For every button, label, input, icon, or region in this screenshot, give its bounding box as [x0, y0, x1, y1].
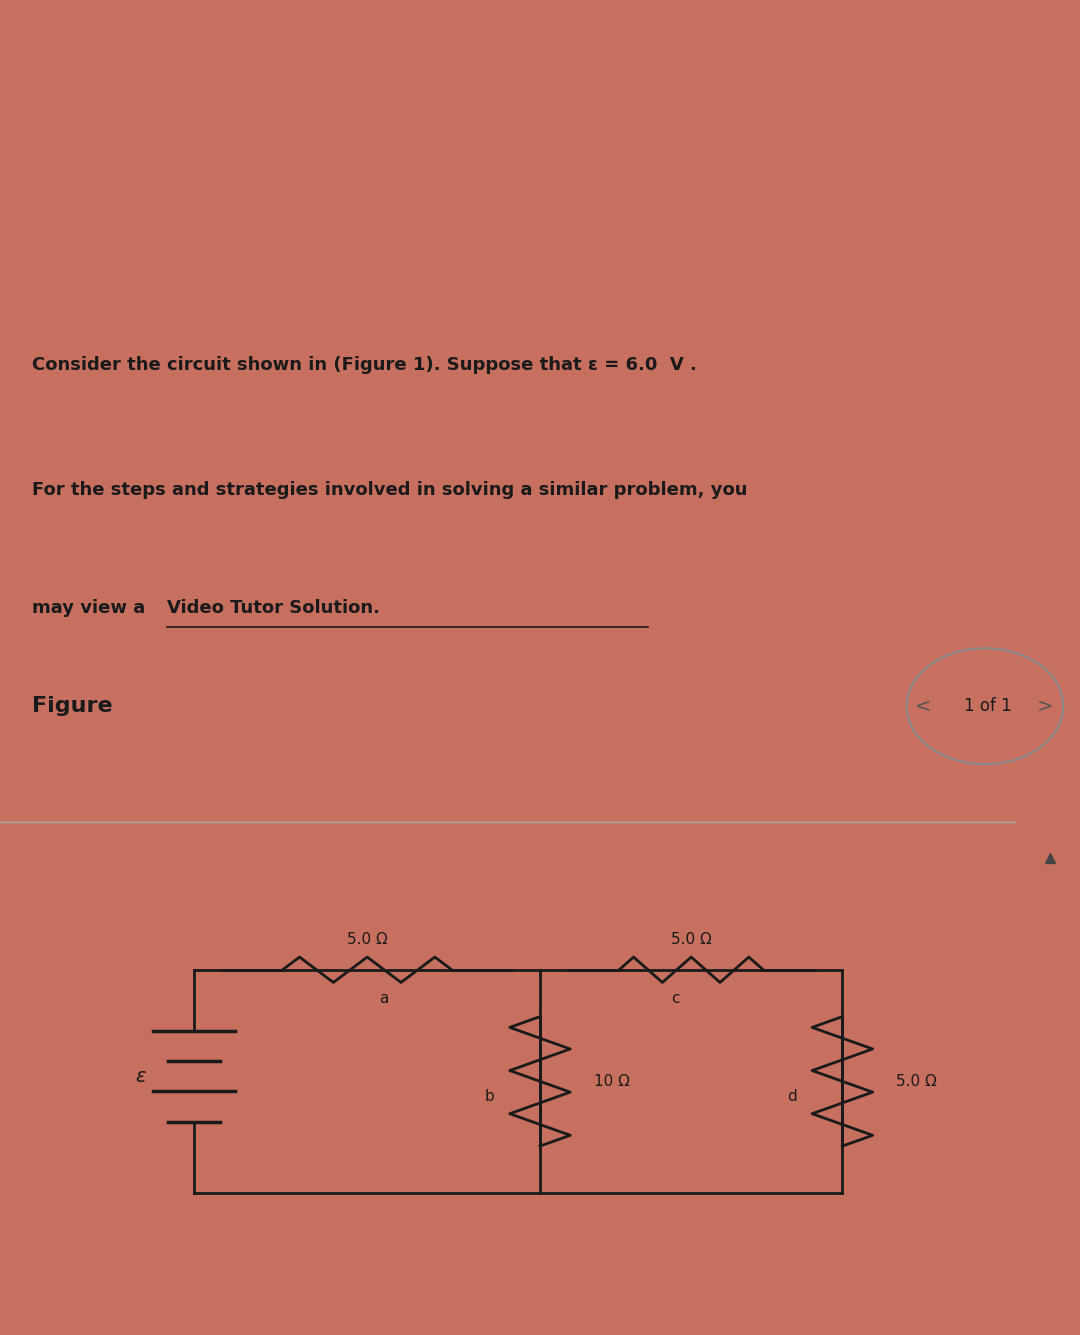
Text: c: c	[671, 991, 679, 1007]
Text: 1 of 1: 1 of 1	[964, 697, 1012, 716]
Text: b: b	[485, 1089, 495, 1104]
Text: Video Tutor Solution.: Video Tutor Solution.	[167, 599, 380, 617]
Text: d: d	[787, 1089, 797, 1104]
Text: Figure: Figure	[32, 697, 113, 716]
Text: For the steps and strategies involved in solving a similar problem, you: For the steps and strategies involved in…	[32, 481, 747, 499]
Text: a: a	[379, 991, 388, 1007]
Text: ε: ε	[135, 1067, 146, 1085]
Text: <: <	[915, 697, 932, 716]
Text: Consider the circuit shown in (Figure 1). Suppose that ε = 6.0  V .: Consider the circuit shown in (Figure 1)…	[32, 356, 698, 374]
Text: >: >	[1037, 697, 1054, 716]
Text: may view a: may view a	[32, 599, 152, 617]
Text: 10 Ω: 10 Ω	[594, 1073, 630, 1089]
Text: 5.0 Ω: 5.0 Ω	[671, 932, 712, 947]
Text: 5.0 Ω: 5.0 Ω	[896, 1073, 937, 1089]
Text: 5.0 Ω: 5.0 Ω	[347, 932, 388, 947]
